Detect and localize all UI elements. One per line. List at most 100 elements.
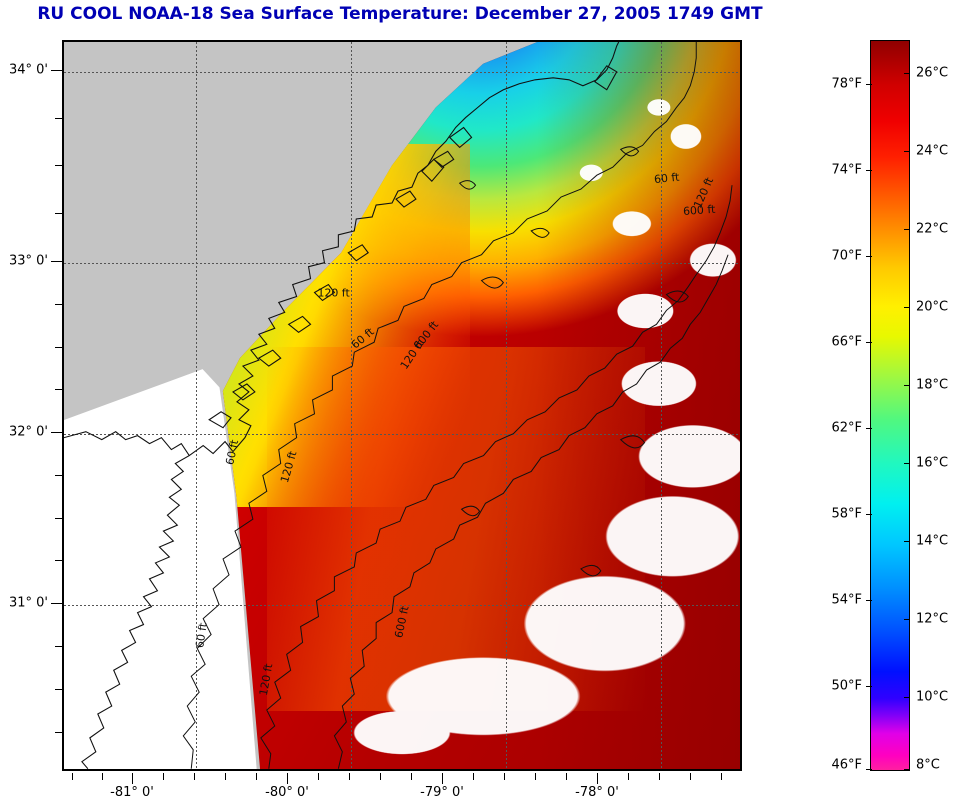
xtick-minor: [690, 773, 691, 780]
cblabel-14c: 14°C: [916, 533, 949, 549]
cblabel-78f: 78°F: [831, 76, 862, 92]
cblabel-8c: 8°C: [916, 757, 940, 773]
cblabel-62f: 62°F: [831, 420, 862, 436]
cblabel-66f: 66°F: [831, 334, 862, 350]
ytick-label-33: 33° 0': [8, 253, 48, 269]
cblabel-18c: 18°C: [916, 377, 949, 393]
cbtick-f-74: [866, 170, 872, 171]
cblabel-20c: 20°C: [916, 299, 949, 315]
cblabel-26c: 26°C: [916, 65, 949, 81]
cblabel-46f: 46°F: [831, 757, 862, 773]
isobath-60ft-label-3: 60 ft: [193, 621, 209, 649]
cbtick-c-10: [904, 697, 910, 698]
cbtick-c-12: [904, 619, 910, 620]
isobath-60ft-label-2: 60 ft: [223, 438, 241, 466]
ytick-major-32: [51, 432, 62, 433]
xtick-minor: [535, 773, 536, 780]
sst-field: [222, 42, 740, 769]
isobath-120ft-label-3: 120 ft: [278, 449, 300, 484]
ytick-minor: [55, 165, 62, 166]
ytick-minor: [55, 689, 62, 690]
cblabel-12c: 12°C: [916, 611, 949, 627]
ytick-minor: [55, 304, 62, 305]
xtick-minor: [349, 773, 350, 780]
isobath-600ft-label-2: 600 ft: [683, 203, 717, 218]
map-canvas: 60 ft 60 ft 60 ft 60 ft 120 ft 120 ft 12…: [64, 42, 740, 769]
cbtick-f-66: [866, 342, 872, 343]
cblabel-50f: 50°F: [831, 678, 862, 694]
ytick-minor: [55, 475, 62, 476]
xtick-minor: [72, 773, 73, 780]
ytick-label-34: 34° 0': [8, 62, 48, 78]
gridline-lon-79: [506, 42, 507, 769]
xtick-minor: [163, 773, 164, 780]
isobath-600ft-label-3: 600 ft: [392, 604, 412, 639]
cbtick-f-78: [866, 84, 872, 85]
isobath-120ft-label-2: 120 ft: [317, 286, 350, 299]
isobath-60ft-label-4: 60 ft: [653, 170, 680, 186]
xtick-minor: [628, 773, 629, 780]
cbtick-c-8: [904, 769, 910, 770]
xtick-minor: [380, 773, 381, 780]
ytick-minor: [55, 518, 62, 519]
cbtick-c-22: [904, 229, 910, 230]
cblabel-10c: 10°C: [916, 689, 949, 705]
sst-colorbar: [870, 40, 910, 771]
gridline-lon-80: [351, 42, 352, 769]
xtick-label-80: -80° 0': [265, 785, 309, 800]
cblabel-74f: 74°F: [831, 162, 862, 178]
xtick-minor: [504, 773, 505, 780]
cbtick-f-62: [866, 428, 872, 429]
xtick-minor: [256, 773, 257, 780]
isobath-120ft-label-4: 120 ft: [257, 662, 276, 697]
cblabel-54f: 54°F: [831, 592, 862, 608]
coastline-path: [64, 431, 191, 769]
cbtick-c-14: [904, 541, 910, 542]
xtick-label-79: -79° 0': [420, 785, 464, 800]
ytick-minor: [55, 560, 62, 561]
ytick-minor: [55, 389, 62, 390]
cblabel-16c: 16°C: [916, 455, 949, 471]
xtick-major-81: [132, 773, 133, 784]
ytick-major-31: [51, 603, 62, 604]
ytick-minor: [55, 646, 62, 647]
xtick-label-78: -78° 0': [575, 785, 619, 800]
xtick-major-78: [597, 773, 598, 784]
ytick-minor: [55, 347, 62, 348]
xtick-minor: [102, 773, 103, 780]
gridline-lat-33: [64, 263, 740, 264]
cbtick-c-18: [904, 385, 910, 386]
xtick-minor: [473, 773, 474, 780]
xtick-major-79: [442, 773, 443, 784]
ytick-label-32: 32° 0': [8, 424, 48, 440]
cblabel-70f: 70°F: [831, 248, 862, 264]
isobath-120ft: [260, 185, 733, 769]
gridline-lon-78: [661, 42, 662, 769]
cbtick-c-20: [904, 307, 910, 308]
ytick-minor: [55, 213, 62, 214]
gridline-lon-81: [196, 42, 197, 769]
xtick-minor: [225, 773, 226, 780]
isobath-60ft: [182, 42, 697, 769]
isobath-600ft-label-1: 600 ft: [411, 318, 442, 352]
xtick-major-80: [287, 773, 288, 784]
cbtick-f-54: [866, 600, 872, 601]
xtick-minor: [411, 773, 412, 780]
cbtick-f-50: [866, 686, 872, 687]
sst-map-panel: 60 ft 60 ft 60 ft 60 ft 120 ft 120 ft 12…: [62, 40, 742, 771]
page-title: RU COOL NOAA-18 Sea Surface Temperature:…: [37, 4, 763, 24]
ytick-minor: [55, 732, 62, 733]
cbtick-c-26: [904, 73, 910, 74]
cbtick-f-46: [866, 769, 872, 770]
xtick-minor: [659, 773, 660, 780]
xtick-minor: [721, 773, 722, 780]
ytick-major-34: [51, 70, 62, 71]
xtick-label-81: -81° 0': [110, 785, 154, 800]
ytick-major-33: [51, 261, 62, 262]
coast-and-bathymetry-overlay: 60 ft 60 ft 60 ft 60 ft 120 ft 120 ft 12…: [64, 42, 733, 769]
cbtick-f-70: [866, 256, 872, 257]
ytick-minor: [55, 118, 62, 119]
xtick-minor: [194, 773, 195, 780]
ytick-label-31: 31° 0': [8, 595, 48, 611]
cblabel-58f: 58°F: [831, 506, 862, 522]
